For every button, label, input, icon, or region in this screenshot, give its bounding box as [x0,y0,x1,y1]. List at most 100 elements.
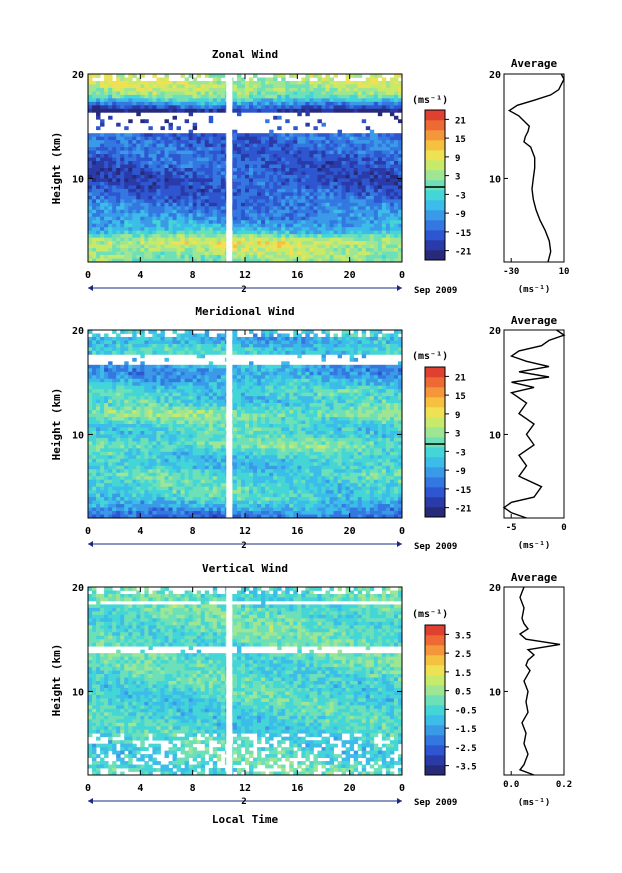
heatmap-cell [188,164,194,169]
heatmap-cell [108,157,113,162]
heatmap-cell [257,164,262,169]
heatmap-cell [349,150,355,155]
heatmap-cell [397,206,403,211]
heatmap-cell [108,237,113,242]
heatmap-cell [232,234,238,239]
heatmap-cell [112,248,117,252]
heatmap-cell [381,248,387,252]
heatmap-cell [240,230,246,235]
heatmap-cell [245,364,250,369]
heatmap-cell [236,340,242,345]
heatmap-cell [281,385,286,390]
heatmap-cell [245,234,250,239]
heatmap-cell [273,209,278,214]
heatmap-cell [132,385,137,390]
heatmap-cell [144,147,149,151]
heatmap-cell [269,227,274,232]
heatmap-cell [220,171,226,176]
heatmap-cell [357,105,363,110]
heatmap-cell [164,241,169,245]
heatmap-cell [88,368,93,373]
heatmap-cell [385,108,391,113]
heatmap-cell [265,382,270,387]
heatmap-cell [293,378,298,383]
heatmap-cell [156,378,161,383]
heatmap-cell [200,150,206,155]
heatmap-cell [164,181,169,186]
heatmap-cell [216,385,222,390]
heatmap-cell [381,143,387,148]
heatmap-cell [245,154,250,158]
heatmap-cell [216,368,222,373]
heatmap-cell [188,143,194,148]
heatmap-cell [100,80,105,85]
heatmap-cell [301,171,306,176]
heatmap-cell [172,161,177,165]
heatmap-cell [120,157,125,162]
heatmap-cell [277,108,282,113]
heatmap-cell [196,241,202,245]
heatmap-cell [353,199,359,204]
heatmap-cell [365,157,371,162]
heatmap-cell [208,375,214,380]
heatmap-cell [261,241,266,245]
heatmap-cell [257,209,262,214]
heatmap-cell [289,174,294,179]
heatmap-cell [136,192,141,197]
heatmap-cell [212,140,218,145]
heatmap-cell [216,364,222,369]
heatmap-cell [104,371,109,376]
heatmap-cell [140,255,145,259]
heatmap-cell [313,171,318,176]
heatmap-cell [208,347,214,352]
heatmap-cell [188,330,194,334]
heatmap-cell [273,375,278,380]
heatmap-cell [253,375,258,380]
heatmap-cell [361,164,367,169]
heatmap-cell [112,192,117,197]
heatmap-cell [192,133,198,138]
heatmap-cell [341,178,347,183]
heatmap-cell [369,171,375,176]
heatmap-cell [297,143,302,148]
heatmap-cell [281,77,286,82]
heatmap-cell [273,94,278,99]
heatmap-cell [188,241,194,245]
heatmap-cell [96,91,101,96]
heatmap-cell [289,98,294,103]
heatmap-cell [249,147,254,151]
heatmap-cell [92,164,97,169]
heatmap-cell [277,336,282,341]
heatmap-cell [297,368,302,373]
heatmap-cell [269,350,274,355]
heatmap-cell [297,333,302,338]
heatmap-cell [148,237,153,242]
heatmap-cell [240,255,246,259]
heatmap-cell [152,230,157,235]
heatmap-cell [92,108,97,113]
heatmap-cell [325,192,330,197]
heatmap-cell [357,101,363,106]
heatmap-cell [309,147,314,151]
heatmap-cell [160,364,165,369]
heatmap-cell [216,336,222,341]
heatmap-cell [277,101,282,106]
heatmap-cell [88,375,93,380]
heatmap-cell [112,206,117,211]
heatmap-cell [116,94,121,99]
heatmap-cell [309,87,314,92]
heatmap-cell [345,195,351,200]
heatmap-cell [216,143,222,148]
heatmap-cell [104,87,109,92]
heatmap-cell [361,174,367,179]
heatmap-cell [96,375,101,380]
heatmap-cell [281,161,286,165]
heatmap-cell [88,150,93,155]
heatmap-cell [104,392,109,397]
heatmap-cell [249,336,254,341]
heatmap-cell [361,389,367,394]
heatmap-cell [184,84,190,89]
heatmap-cell [297,164,302,169]
heatmap-cell [325,195,330,200]
heatmap-cell [184,80,190,85]
